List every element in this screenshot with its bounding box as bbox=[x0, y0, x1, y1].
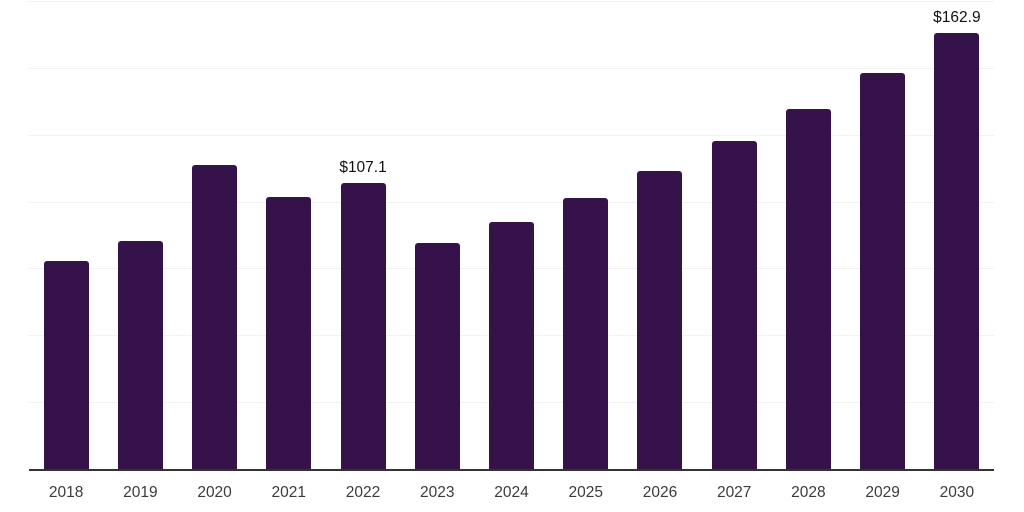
x-tick-label-2030: 2030 bbox=[939, 484, 975, 501]
x-axis-line bbox=[29, 469, 994, 471]
bar-2026 bbox=[637, 170, 683, 469]
x-tick-label-2022: 2022 bbox=[345, 484, 381, 501]
plot-area: $107.1 $162.9 bbox=[29, 1, 994, 471]
bar-2021 bbox=[266, 197, 312, 469]
bar-2029 bbox=[860, 72, 906, 469]
x-axis-labels: 2018 2019 2020 2021 2022 2023 2024 2025 2026 2027… bbox=[29, 484, 994, 506]
bar-2030 bbox=[934, 33, 980, 469]
gridline-175 bbox=[29, 1, 994, 2]
x-tick-label-2027: 2027 bbox=[716, 484, 752, 501]
bar-2019 bbox=[117, 240, 163, 469]
x-tick-label-2025: 2025 bbox=[568, 484, 603, 501]
x-tick-label-2023: 2023 bbox=[420, 484, 455, 501]
bar-2022 bbox=[340, 182, 386, 469]
bar-2018 bbox=[43, 260, 89, 469]
x-tick-label-2020: 2020 bbox=[197, 484, 232, 501]
x-tick-label-2019: 2019 bbox=[123, 484, 158, 501]
gridline-100 bbox=[29, 201, 994, 203]
x-tick-label-2028: 2028 bbox=[791, 484, 826, 501]
x-tick-label-2026: 2026 bbox=[642, 484, 678, 501]
bar-2020 bbox=[192, 164, 238, 469]
x-tick-label-2029: 2029 bbox=[865, 484, 900, 501]
x-tick-label-2018: 2018 bbox=[48, 484, 84, 501]
data-label-2022: $107.1 bbox=[339, 158, 387, 176]
x-tick-label-2021: 2021 bbox=[271, 484, 307, 501]
bar-2028 bbox=[785, 108, 831, 469]
gridline-150 bbox=[29, 67, 994, 69]
data-label-2030: $162.9 bbox=[933, 9, 981, 27]
x-tick-label-2024: 2024 bbox=[494, 484, 529, 501]
gridline-125 bbox=[29, 134, 994, 136]
bar-2023 bbox=[414, 243, 460, 469]
bar-2025 bbox=[563, 197, 609, 469]
bar-2027 bbox=[711, 141, 757, 469]
bar-2024 bbox=[489, 222, 534, 469]
